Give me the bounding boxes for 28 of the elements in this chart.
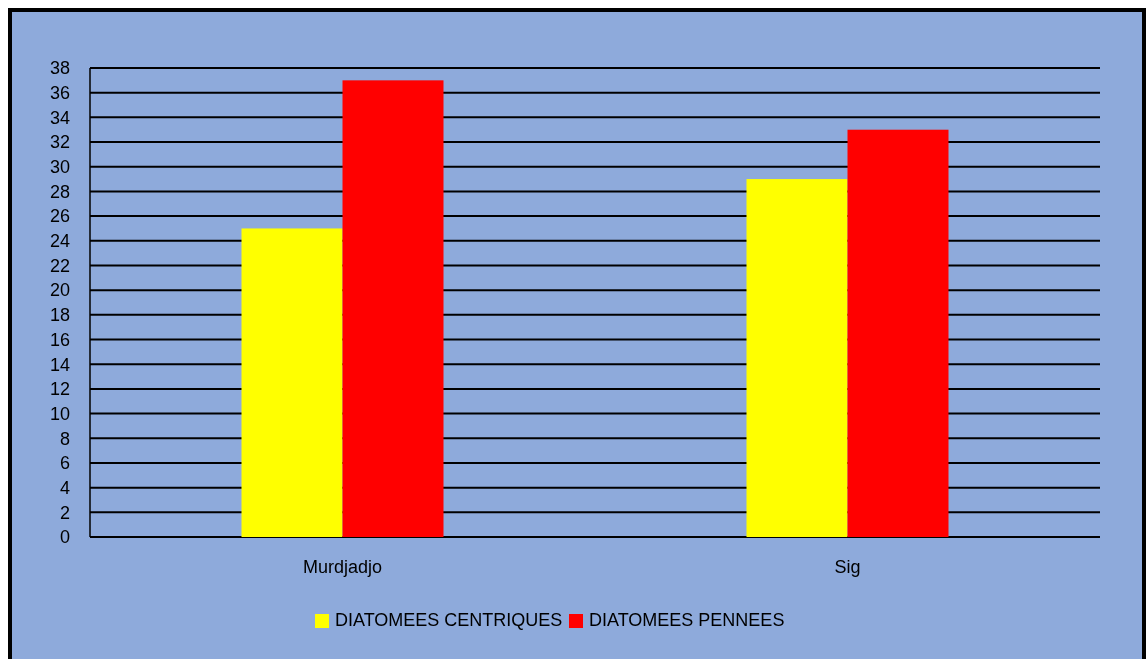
y-tick-label: 14 xyxy=(49,354,70,375)
y-tick-label: 0 xyxy=(59,527,70,548)
y-tick-label: 32 xyxy=(49,132,70,153)
y-tick-label: 38 xyxy=(49,58,70,79)
legend-label: DIATOMEES PENNEES xyxy=(589,610,785,630)
x-tick-label: Murdjadjo xyxy=(302,557,383,577)
bar xyxy=(847,129,949,537)
y-tick-label: 34 xyxy=(49,107,70,128)
bar xyxy=(746,179,848,537)
x-tick-label: Sig xyxy=(834,557,861,577)
y-tick-label: 24 xyxy=(49,231,70,252)
y-tick-label: 16 xyxy=(49,329,70,350)
legend-label: DIATOMEES CENTRIQUES xyxy=(335,610,563,630)
y-tick-label: 30 xyxy=(49,157,70,178)
bar xyxy=(241,228,343,537)
y-tick-label: 6 xyxy=(59,453,70,474)
y-tick-label: 2 xyxy=(59,502,70,523)
y-tick-label: 26 xyxy=(49,206,70,227)
y-tick-label: 18 xyxy=(49,305,70,326)
y-tick-label: 10 xyxy=(49,403,70,424)
y-tick-label: 4 xyxy=(59,477,70,498)
bar xyxy=(342,80,444,537)
y-tick-label: 28 xyxy=(49,181,70,202)
y-tick-label: 22 xyxy=(49,255,70,276)
y-tick-label: 8 xyxy=(59,428,70,449)
y-tick-label: 12 xyxy=(49,379,70,400)
y-tick-label: 36 xyxy=(49,82,70,103)
y-tick-label: 20 xyxy=(49,280,70,301)
